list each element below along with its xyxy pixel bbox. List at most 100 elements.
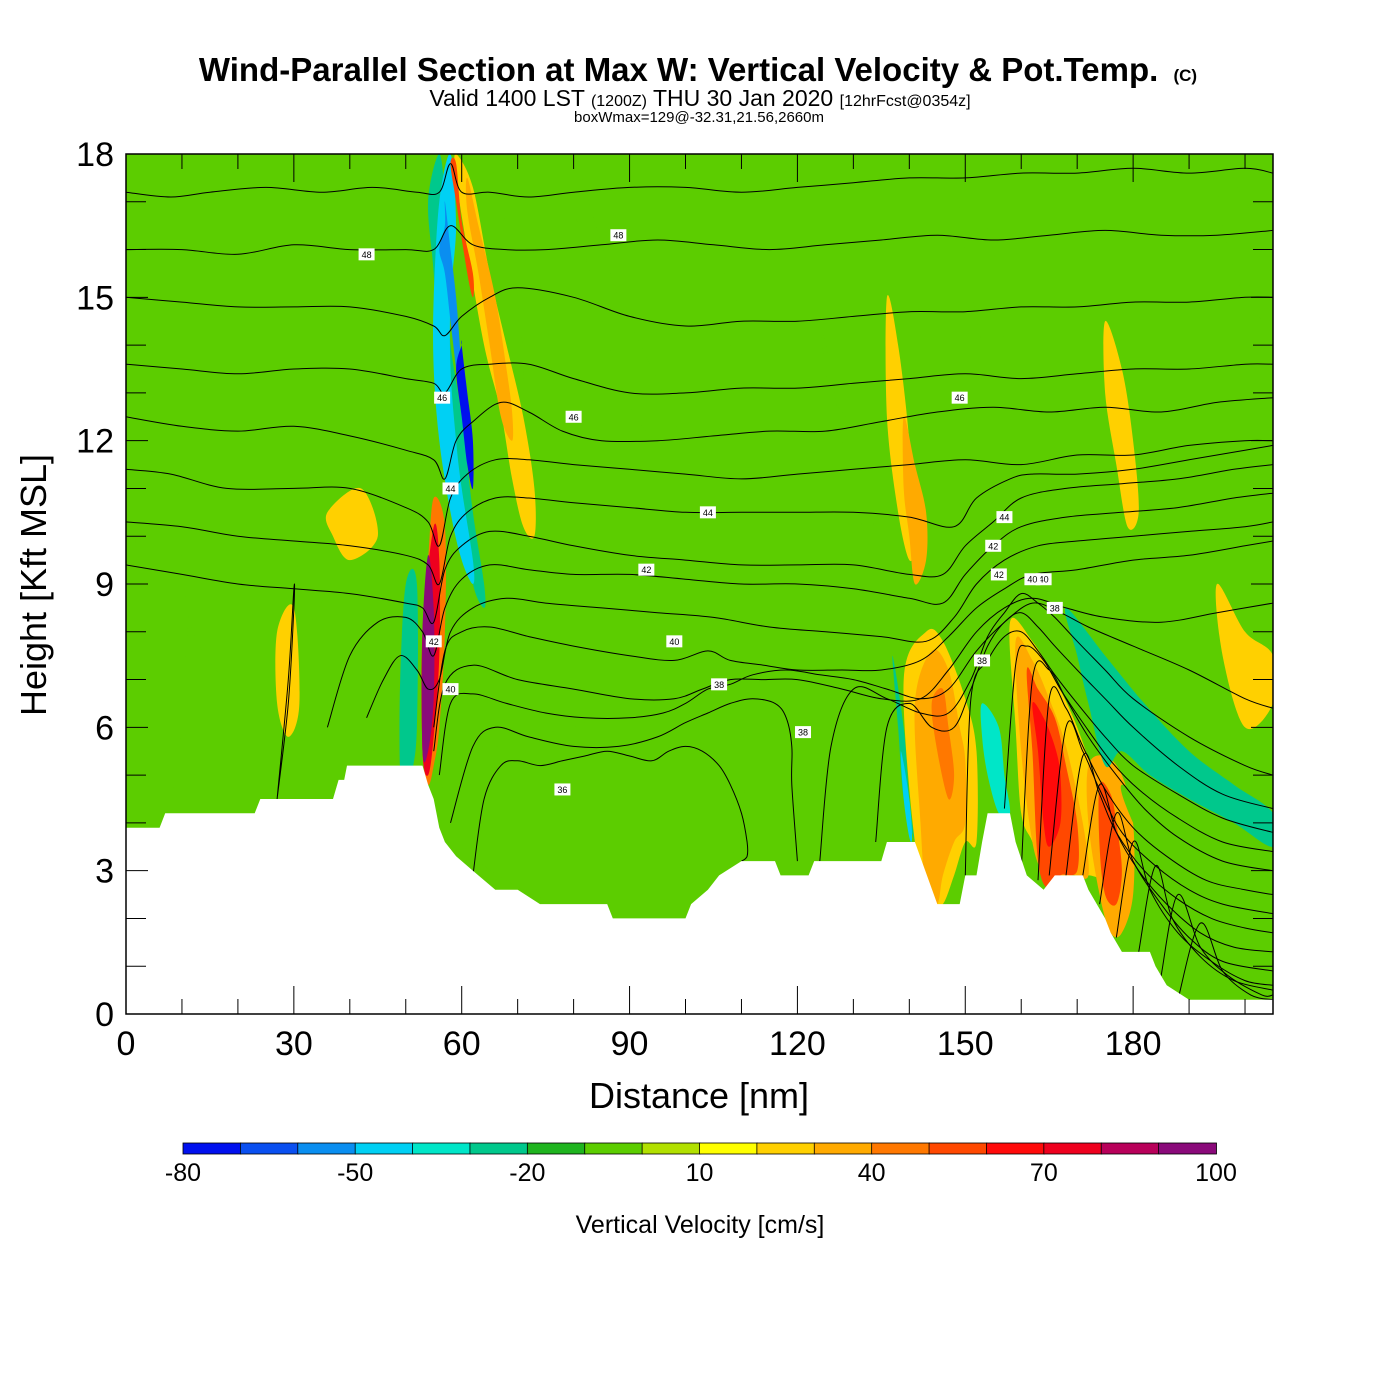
velocity-region	[900, 751, 913, 842]
velocity-region	[566, 154, 680, 445]
theta-contour	[366, 521, 1273, 719]
velocity-region	[456, 340, 474, 490]
contour-label-box	[565, 410, 582, 423]
chart-info-line: boxWmax=129@-32.31,21.56,2660m	[574, 109, 824, 126]
y-tick-label: 9	[95, 566, 114, 604]
y-tick-label: 18	[76, 136, 114, 174]
theta-contour	[1003, 644, 1273, 853]
contour-label-box	[638, 563, 655, 576]
colorbar-swatch	[1043, 1142, 1103, 1155]
contour-label: 36	[557, 785, 567, 795]
velocity-region	[914, 649, 967, 907]
colorbar: -80 -50 -20 10 40 70 100	[165, 1142, 1237, 1187]
contour-label-box	[610, 229, 627, 242]
theta-contour	[964, 630, 1273, 876]
contour-label: 42	[429, 637, 439, 647]
theta-contour	[126, 397, 1273, 480]
velocity-region	[1215, 154, 1273, 324]
velocity-region	[399, 568, 419, 799]
theta-contour	[126, 464, 1273, 625]
velocity-region	[275, 604, 300, 737]
theta-contour	[1048, 720, 1273, 915]
contour-label: 44	[999, 513, 1009, 523]
contour-label-box	[985, 539, 1002, 552]
x-tick-label: 60	[443, 1025, 481, 1063]
theta-contour	[438, 602, 1273, 776]
colorbar-swatch	[297, 1142, 357, 1155]
contour-label: 38	[977, 656, 987, 666]
theta-contour	[450, 698, 798, 862]
colorbar-swatch	[813, 1142, 873, 1155]
contour-label: 44	[446, 484, 456, 494]
contour-label-box	[1046, 601, 1063, 614]
theta-contour	[819, 592, 1273, 862]
contour-label-box	[711, 678, 728, 691]
colorbar-swatch	[1158, 1142, 1217, 1155]
x-tick-label: 90	[611, 1025, 649, 1063]
contour-label-box	[358, 248, 375, 261]
velocity-region	[1032, 702, 1062, 847]
contour-label-box	[1024, 573, 1041, 586]
y-tick-label: 6	[95, 709, 114, 747]
colorbar-label: 10	[686, 1159, 714, 1187]
theta-contour	[126, 362, 1273, 395]
y-tick-label: 3	[95, 853, 114, 891]
theta-contour	[433, 597, 1273, 752]
x-tick-label: 120	[769, 1025, 826, 1063]
colorbar-swatch	[469, 1142, 529, 1155]
theta-contour	[1037, 686, 1273, 896]
x-tick-label: 180	[1105, 1025, 1162, 1063]
contour-label-box	[425, 635, 442, 648]
colorbar-title: Vertical Velocity [cm/s]	[576, 1211, 825, 1239]
colorbar-label: 40	[858, 1159, 886, 1187]
velocity-region	[980, 703, 1011, 819]
theta-contour	[1065, 752, 1273, 934]
theta-contour	[1160, 894, 1273, 997]
colorbar-swatch	[412, 1142, 471, 1155]
velocity-region	[953, 154, 1005, 393]
y-tick-label: 12	[76, 423, 114, 461]
contour-label-box	[795, 726, 812, 739]
contour-label-box	[974, 654, 991, 667]
velocity-region	[1103, 320, 1139, 530]
theta-contour	[875, 612, 1273, 843]
contour-label: 42	[641, 565, 651, 575]
contour-label: 40	[446, 685, 456, 695]
colorbar-swatch	[756, 1142, 816, 1155]
terrain-mask	[126, 765, 1273, 1014]
contour-label: 46	[569, 412, 579, 422]
contour-label: 38	[1050, 603, 1060, 613]
contour-label: 38	[714, 680, 724, 690]
contour-label: 40	[669, 637, 679, 647]
contour-label-box	[442, 482, 459, 495]
velocity-region	[1064, 607, 1273, 847]
velocity-region	[325, 487, 379, 561]
colorbar-swatch	[354, 1142, 414, 1155]
theta-contour	[1099, 812, 1273, 972]
contour-label-box	[990, 568, 1007, 581]
colorbar-swatch	[526, 1142, 586, 1155]
colorbar-swatch	[182, 1142, 242, 1155]
colorbar-label: -50	[337, 1159, 373, 1187]
y-axis-title: Height [Kft MSL]	[13, 454, 54, 716]
colorbar-label: -20	[509, 1159, 545, 1187]
colorbar-swatch	[871, 1142, 930, 1155]
theta-contour	[126, 439, 1273, 547]
contour-label: 48	[362, 250, 372, 260]
contour-label: 46	[955, 393, 965, 403]
x-tick-label: 150	[937, 1025, 994, 1063]
colorbar-swatch	[1100, 1142, 1160, 1155]
contour-label-box	[442, 683, 459, 696]
x-tick-label: 30	[275, 1025, 313, 1063]
contour-label: 46	[437, 393, 447, 403]
contour-label: 38	[798, 728, 808, 738]
x-axis-title: Distance [nm]	[589, 1075, 809, 1116]
contour-label: 42	[994, 570, 1004, 580]
velocity-region	[465, 177, 514, 441]
chart-title: Wind-Parallel Section at Max W: Vertical…	[199, 51, 1197, 88]
velocity-region	[1120, 784, 1273, 943]
colorbar-swatch	[986, 1142, 1045, 1155]
